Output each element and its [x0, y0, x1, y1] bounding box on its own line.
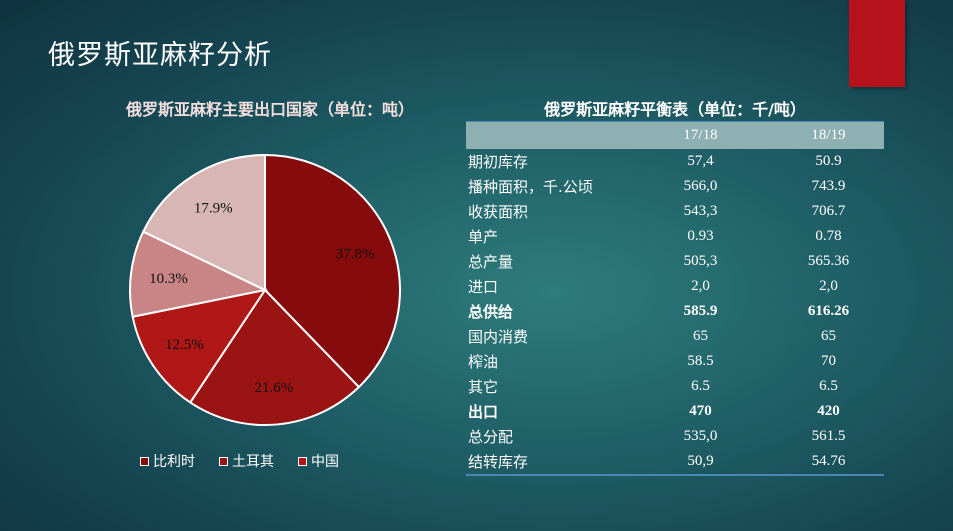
row-value-1819: 616.26 [807, 303, 850, 319]
row-value-1718: 585.9 [683, 303, 718, 319]
pie-slice-label: 37.8% [336, 247, 375, 263]
column-header-1819: 18/19 [811, 127, 846, 143]
table-row: 榨油 58.5 70 [466, 349, 884, 374]
row-label: 结转库存 [468, 453, 529, 471]
row-value-1819: 743.9 [811, 178, 846, 194]
table-row: 播种面积，千.公顷 566,0 743.9 [466, 174, 884, 199]
row-label: 总供给 [468, 303, 514, 321]
row-value-1718: 543,3 [683, 203, 718, 219]
row-value-1718: 505,3 [683, 253, 718, 269]
table-row: 进口 2,0 2,0 [466, 274, 884, 299]
balance-table: 17/18 18/19 期初库存 57,4 50.9 播种面积，千.公顷 566,0 74… [466, 121, 884, 476]
table-row: 总分配 535,0 561.5 [466, 424, 884, 449]
row-label: 收获面积 [468, 203, 529, 221]
row-label: 进口 [468, 278, 499, 296]
table-row: 期初库存 57,4 50.9 [466, 149, 884, 174]
legend-swatch-belgium [140, 456, 149, 466]
table-row: 总产量 505,3 565.36 [466, 249, 884, 274]
table-body: 期初库存 57,4 50.9 播种面积，千.公顷 566,0 743.9 收获面积 543,3… [466, 149, 884, 474]
row-label: 单产 [468, 228, 499, 246]
row-value-1718: 0.93 [687, 228, 714, 244]
legend-swatch-turkey [219, 456, 228, 466]
row-label: 出口 [468, 403, 499, 421]
legend-label-turkey: 土耳其 [232, 454, 274, 470]
row-value-1819: 561.5 [811, 428, 846, 444]
row-value-1718: 58.5 [687, 353, 714, 369]
legend-label-china: 中国 [311, 454, 339, 470]
table-header-row: 17/18 18/19 [466, 122, 884, 149]
slide-title: 俄罗斯亚麻籽分析 [48, 40, 272, 71]
legend-swatch-china [298, 456, 307, 466]
legend-label-belgium: 比利时 [153, 454, 195, 470]
row-value-1718: 2,0 [691, 278, 710, 294]
pie-slice-label: 12.5% [165, 337, 204, 353]
pie-chart-title: 俄罗斯亚麻籽主要出口国家（单位：吨） [125, 100, 414, 119]
row-label: 其它 [468, 378, 499, 396]
row-value-1718: 65 [693, 328, 708, 344]
pie-slice [188, 288, 361, 426]
table-row: 结转库存 50,9 54.76 [466, 449, 884, 474]
row-value-1819: 706.7 [811, 203, 846, 219]
row-label: 榨油 [468, 353, 499, 371]
table-row: 出口 470 420 [466, 399, 884, 424]
pie-slice-label: 17.9% [194, 201, 233, 217]
balance-table-title: 俄罗斯亚麻籽平衡表（单位：千/吨） [544, 100, 806, 119]
row-value-1819: 6.5 [819, 378, 838, 394]
row-label: 国内消费 [468, 328, 529, 346]
pie-slice [129, 230, 269, 318]
table-row: 其它 6.5 6.5 [466, 374, 884, 399]
pie-slice [141, 153, 266, 292]
row-value-1718: 470 [689, 403, 712, 419]
table-row: 总供给 585.9 616.26 [466, 299, 884, 324]
accent-rectangle [849, 0, 905, 87]
row-value-1718: 6.5 [691, 378, 710, 394]
export-pie-chart: 37.8% 21.6% 12.5% 10.3% 17.9% [129, 153, 401, 426]
legend-item-belgium: 比利时 [140, 451, 195, 471]
row-value-1819: 420 [817, 403, 840, 419]
row-label: 播种面积，千.公顷 [468, 178, 593, 196]
column-header-label [466, 122, 628, 149]
legend-item-turkey: 土耳其 [219, 451, 274, 471]
column-header-1718: 17/18 [683, 127, 718, 143]
row-value-1819: 70 [821, 353, 836, 369]
pie-slice-label: 10.3% [149, 271, 188, 287]
row-label: 期初库存 [468, 153, 529, 171]
row-value-1718: 535,0 [683, 428, 718, 444]
table-row: 国内消费 65 65 [466, 324, 884, 349]
pie-slice [264, 153, 401, 389]
row-value-1819: 65 [821, 328, 836, 344]
row-value-1718: 57,4 [687, 153, 714, 169]
table-row: 收获面积 543,3 706.7 [466, 199, 884, 224]
row-value-1819: 50.9 [815, 153, 842, 169]
row-value-1819: 54.76 [811, 453, 846, 469]
row-value-1819: 0.78 [815, 228, 842, 244]
row-value-1718: 50,9 [687, 453, 714, 469]
row-value-1819: 565.36 [807, 253, 850, 269]
pie-slice [131, 288, 268, 404]
row-label: 总分配 [468, 428, 514, 446]
row-label: 总产量 [468, 253, 514, 271]
row-value-1718: 566,0 [683, 178, 718, 194]
table-row: 单产 0.93 0.78 [466, 224, 884, 249]
row-value-1819: 2,0 [819, 278, 838, 294]
pie-legend: 比利时 土耳其 中国 [140, 451, 339, 471]
legend-item-china: 中国 [298, 451, 339, 471]
pie-slice-label: 21.6% [254, 380, 293, 396]
